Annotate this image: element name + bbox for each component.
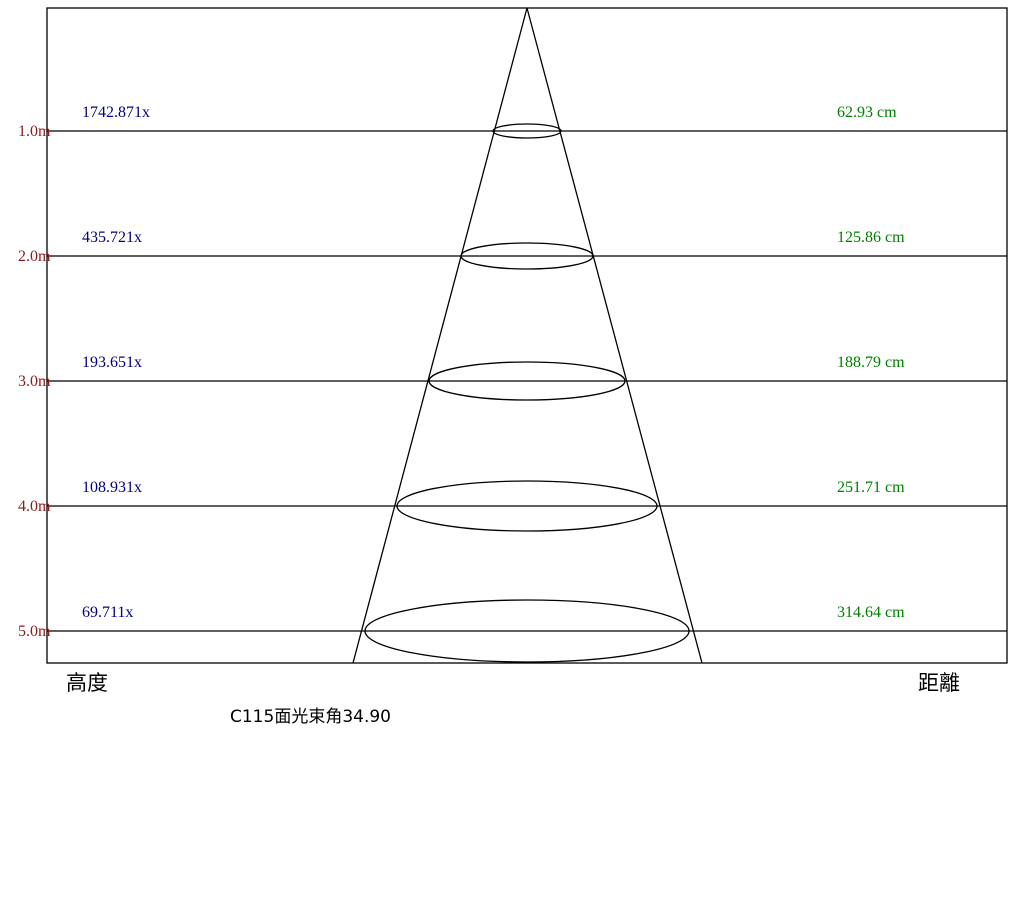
beam-cross-section: [428, 361, 626, 401]
height-label: 3.0m: [18, 373, 51, 390]
height-label: 2.0m: [18, 248, 51, 265]
axis-right-label: 距離: [918, 671, 960, 695]
diameter-label: 62.93 cm: [837, 104, 897, 121]
illuminance-label: 193.651x: [82, 354, 142, 371]
beam-row: 4.0m 108.931x 251.71 cm: [18, 479, 1007, 532]
diameter-label: 188.79 cm: [837, 354, 905, 371]
beam-cross-section: [396, 480, 658, 532]
cone-right-edge: [526, 7, 703, 664]
illuminance-label: 1742.871x: [82, 104, 150, 121]
beam-row: 1.0m 1742.871x 62.93 cm: [18, 104, 1007, 140]
diagram-caption: C115面光束角34.90: [230, 707, 391, 727]
beam-row: 3.0m 193.651x 188.79 cm: [18, 354, 1007, 401]
height-label: 4.0m: [18, 498, 51, 515]
rows-layer: 1.0m 1742.871x 62.93 cm 2.0m 435.721x 125.86 …: [18, 104, 1007, 663]
beam-row: 2.0m 435.721x 125.86 cm: [18, 229, 1007, 270]
beam-cross-section: [364, 599, 690, 663]
cone-left-edge: [352, 7, 528, 664]
diameter-label: 125.86 cm: [837, 229, 905, 246]
beam-row: 5.0m 69.711x 314.64 cm: [18, 599, 1007, 663]
illuminance-label: 69.711x: [82, 604, 133, 621]
illuminance-label: 108.931x: [82, 479, 142, 496]
beam-cross-section: [492, 123, 562, 139]
height-label: 5.0m: [18, 623, 51, 640]
height-label: 1.0m: [18, 123, 51, 140]
diameter-label: 251.71 cm: [837, 479, 905, 496]
illuminance-label: 435.721x: [82, 229, 142, 246]
axis-left-label: 高度: [66, 671, 108, 695]
diameter-label: 314.64 cm: [837, 604, 905, 621]
